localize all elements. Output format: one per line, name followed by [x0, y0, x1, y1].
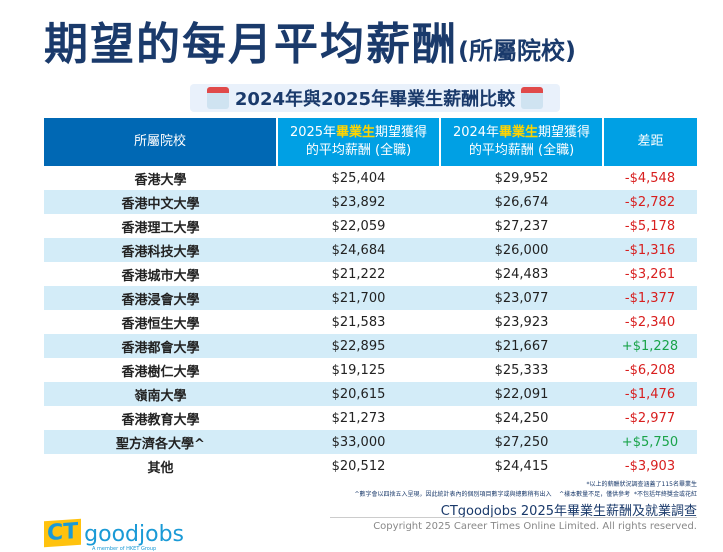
salary-2024-cell: $22,091 — [440, 382, 603, 406]
salary-2025-cell: $21,700 — [277, 286, 440, 310]
table-row: 香港理工大學 $22,059 $27,237 -$5,178 — [44, 214, 697, 238]
salary-2024-cell: $24,415 — [494, 458, 549, 474]
source: CTgoodjobs 2025年畢業生薪酬及就業調查 — [440, 504, 697, 519]
salary-2024-cell: $26,674 — [440, 190, 603, 214]
calendar-icon — [521, 87, 544, 109]
header-school: 所屬院校 — [44, 118, 278, 166]
diff-cell: +$5,750 — [603, 430, 697, 454]
table-row: 香港浸會大學 $21,700 $23,077 -$1,377 — [44, 286, 697, 310]
ctgoodjobs-logo: CT goodjobs A member of HKET Group — [44, 518, 185, 552]
school-cell: 香港大學 — [134, 172, 187, 188]
salary-2024-cell: $25,333 — [494, 362, 549, 378]
diff-cell: -$4,548 — [624, 170, 676, 186]
school-cell: 香港中文大學 — [44, 190, 277, 214]
table-row: 香港都會大學 $22,895 $21,667 +$1,228 — [44, 334, 697, 358]
school-cell: 其他 — [147, 460, 174, 476]
school-cell: 香港浸會大學 — [44, 286, 277, 310]
header-2025: 2025年畢業生期望獲得 的平均薪酬 (全職) — [277, 118, 441, 166]
salary-2024-cell: $26,000 — [440, 238, 603, 262]
table-row: 香港城市大學 $21,222 $24,483 -$3,261 — [44, 262, 697, 286]
page-title: 期望的每月平均薪酬(所屬院校) — [44, 8, 576, 72]
salary-2024-cell: $27,250 — [440, 430, 603, 454]
school-cell: 香港都會大學 — [44, 334, 277, 358]
table-row: 香港中文大學 $23,892 $26,674 -$2,782 — [44, 190, 697, 214]
logo-member: A member of HKET Group — [92, 546, 157, 552]
divider — [330, 517, 697, 518]
table-row: 香港大學 $25,404 $29,952 -$4,548 — [44, 166, 697, 190]
salary-2025-cell: $20,512 — [331, 458, 386, 474]
diff-cell: -$2,340 — [624, 314, 676, 330]
logo-ct: CT — [44, 518, 82, 548]
diff-cell: -$5,178 — [624, 218, 676, 234]
header-2024: 2024年畢業生期望獲得 的平均薪酬 (全職) — [440, 118, 604, 166]
calendar-icon — [206, 87, 229, 109]
salary-2024-cell: $21,667 — [440, 334, 603, 358]
school-cell: 嶺南大學 — [44, 382, 277, 406]
school-cell: 香港樹仁大學 — [121, 364, 200, 380]
table-row: 聖方濟各大學^ $33,000 $27,250 +$5,750 — [44, 430, 697, 454]
table-row: 香港教育大學 $21,273 $24,250 -$2,977 — [44, 406, 697, 430]
salary-2025-cell: $22,059 — [331, 218, 386, 234]
subtitle: 2024年與2025年畢業生薪酬比較 — [234, 89, 516, 110]
salary-2024-cell: $27,237 — [494, 218, 549, 234]
table-row: 其他 $20,512 $24,415 -$3,903 — [44, 454, 697, 478]
table-row: 嶺南大學 $20,615 $22,091 -$1,476 — [44, 382, 697, 406]
salary-2025-cell: $20,615 — [277, 382, 440, 406]
subtitle-banner: 2024年與2025年畢業生薪酬比較 — [190, 84, 560, 112]
salary-2024-cell: $23,077 — [440, 286, 603, 310]
school-cell: 香港教育大學 — [121, 412, 200, 428]
copyright: Copyright 2025 Career Times Online Limit… — [373, 521, 697, 532]
diff-cell: +$1,228 — [603, 334, 697, 358]
salary-2024-cell: $24,483 — [494, 266, 549, 282]
diff-cell: -$1,377 — [603, 286, 697, 310]
table-row: 香港樹仁大學 $19,125 $25,333 -$6,208 — [44, 358, 697, 382]
school-cell: 香港科技大學 — [44, 238, 277, 262]
table-row: 香港恒生大學 $21,583 $23,923 -$2,340 — [44, 310, 697, 334]
salary-2025-cell: $21,273 — [331, 410, 386, 426]
salary-2025-cell: $23,892 — [277, 190, 440, 214]
title-main: 期望的每月平均薪酬 — [44, 19, 458, 70]
table-row: 香港科技大學 $24,684 $26,000 -$1,316 — [44, 238, 697, 262]
salary-2025-cell: $33,000 — [277, 430, 440, 454]
school-cell: 聖方濟各大學^ — [44, 430, 277, 454]
diff-cell: -$2,782 — [603, 190, 697, 214]
diff-cell: -$1,476 — [603, 382, 697, 406]
salary-2025-cell: $21,222 — [331, 266, 386, 282]
diff-cell: -$6,208 — [624, 362, 676, 378]
salary-2025-cell: $25,404 — [331, 170, 386, 186]
salary-2024-cell: $24,250 — [494, 410, 549, 426]
header-diff: 差距 — [603, 118, 697, 166]
salary-2025-cell: $21,583 — [331, 314, 386, 330]
diff-cell: -$3,261 — [624, 266, 676, 282]
footnotes-row: ^數字會以四捨五入呈現，因此統計表內的個別項目數字或與總數稍有出入 ^樣本數量不… — [354, 491, 697, 498]
school-cell: 香港城市大學 — [121, 268, 200, 284]
school-cell: 香港恒生大學 — [121, 316, 200, 332]
diff-cell: -$1,316 — [603, 238, 697, 262]
salary-2025-cell: $24,684 — [277, 238, 440, 262]
salary-2024-cell: $29,952 — [494, 170, 549, 186]
salary-2025-cell: $22,895 — [277, 334, 440, 358]
table-header: 所屬院校 2025年畢業生期望獲得 的平均薪酬 (全職) 2024年畢業生期望獲得… — [44, 118, 697, 166]
school-cell: 香港理工大學 — [121, 220, 200, 236]
footnote-sample: *以上的薪酬狀況調查涵蓋了115名畢業生 — [586, 481, 697, 488]
salary-2024-cell: $23,923 — [494, 314, 549, 330]
logo-goodjobs: goodjobs — [84, 522, 185, 547]
salary-table: 所屬院校 2025年畢業生期望獲得 的平均薪酬 (全職) 2024年畢業生期望獲得… — [44, 118, 697, 478]
diff-cell: -$2,977 — [624, 410, 676, 426]
title-suffix: (所屬院校) — [458, 37, 576, 65]
diff-cell: -$3,903 — [624, 458, 676, 474]
salary-2025-cell: $19,125 — [331, 362, 386, 378]
